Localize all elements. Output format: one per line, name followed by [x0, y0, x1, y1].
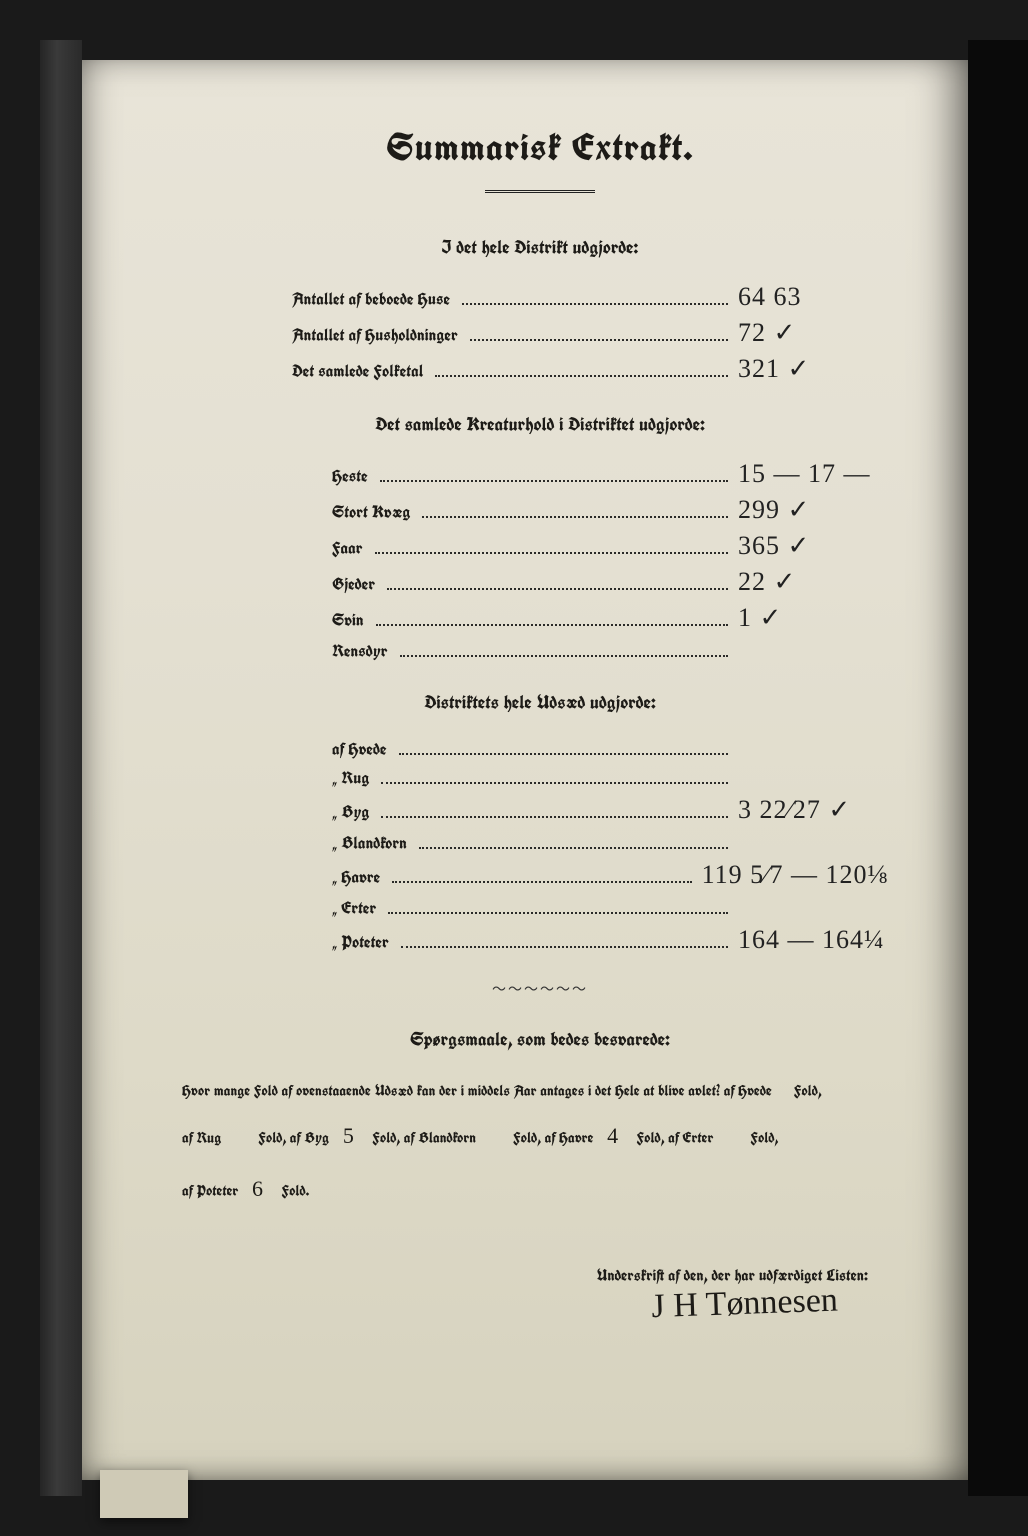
leader-dots [380, 480, 728, 482]
q-byg: Fold, af Byg [258, 1129, 329, 1148]
row-hvede: af Hvede [172, 737, 908, 760]
q-fold2: Fold, [750, 1129, 778, 1148]
value: 3 22⁄27 ✓ [738, 795, 908, 825]
leader-dots [387, 588, 728, 590]
row-heste: Heste 15 — 17 — [172, 459, 908, 489]
value: 365 ✓ [738, 531, 908, 561]
row-byg: „ Byg 3 22⁄27 ✓ [172, 795, 908, 825]
leader-dots [435, 375, 728, 377]
row-huse: Antallet af beboede Huse 64 63 [172, 282, 908, 312]
leader-dots [375, 552, 728, 554]
value: 164 — 164¼ [738, 925, 908, 955]
label: „ Rug [172, 766, 369, 789]
leader-dots [470, 339, 728, 341]
value: 119 5⁄7 — 120⅛ [702, 860, 908, 890]
q-bland: Fold, af Blandkorn [372, 1129, 476, 1148]
question-block: Hvor mange Fold af ovenstaaende Udsæd ka… [172, 1074, 908, 1216]
value: 15 — 17 — [738, 459, 908, 489]
value: 72 ✓ [738, 318, 908, 348]
fill-bland [480, 1123, 500, 1148]
row-folketal: Det samlede Folketal 321 ✓ [172, 354, 908, 384]
book-spine [40, 40, 82, 1496]
label: Stort Kvæg [172, 500, 410, 523]
signature: J H Tønnesen [172, 1279, 909, 1343]
right-margin [968, 40, 1028, 1496]
row-erter: „ Erter [172, 896, 908, 919]
row-gjeder: Gjeder 22 ✓ [172, 567, 908, 597]
label: Antallet af Husholdninger [172, 323, 458, 346]
fill-erter [717, 1123, 737, 1148]
label: „ Havre [172, 865, 380, 888]
divider-wavy: ～～～～～～ [172, 979, 908, 999]
fill-rug [225, 1123, 245, 1148]
label: Gjeder [172, 572, 375, 595]
fill-byg: 5 [333, 1123, 364, 1148]
q-poteter: af Poteter [182, 1182, 238, 1201]
title-rule [485, 190, 595, 193]
leader-dots [392, 881, 691, 883]
row-rug: „ Rug [172, 766, 908, 789]
label: Det samlede Folketal [172, 359, 423, 382]
page-title: Summarisk Extrakt. [172, 122, 908, 172]
scan-frame: Summarisk Extrakt. I det hele Distrikt u… [0, 0, 1028, 1536]
row-husholdninger: Antallet af Husholdninger 72 ✓ [172, 318, 908, 348]
leader-dots [422, 516, 728, 518]
row-svin: Svin 1 ✓ [172, 603, 908, 633]
label: „ Blandkorn [172, 831, 407, 854]
row-havre: „ Havre 119 5⁄7 — 120⅛ [172, 860, 908, 890]
section1-heading: I det hele Distrikt udgjorde: [172, 235, 908, 260]
q-pre: Hvor mange Fold af ovenstaaende Udsæd ka… [182, 1082, 772, 1101]
row-rensdyr: Rensdyr [172, 639, 908, 662]
leader-dots [419, 847, 728, 849]
value: 321 ✓ [738, 354, 908, 384]
leader-dots [381, 816, 728, 818]
row-poteter: „ Poteter 164 — 164¼ [172, 925, 908, 955]
q-rug: af Rug [182, 1129, 221, 1148]
q-fold3: Fold. [282, 1182, 310, 1201]
label: Heste [172, 464, 368, 487]
label: af Hvede [172, 737, 387, 760]
section3-heading: Distriktets hele Udsæd udgjorde: [172, 690, 908, 715]
value: 22 ✓ [738, 567, 908, 597]
fill-poteter: 6 [242, 1176, 273, 1201]
leader-dots [400, 655, 728, 657]
section4-heading: Spørgsmaale, som bedes besvarede: [172, 1027, 908, 1052]
row-blandkorn: „ Blandkorn [172, 831, 908, 854]
leader-dots [399, 753, 728, 755]
label: Faar [172, 536, 363, 559]
q-fold: Fold, [794, 1082, 822, 1101]
leader-dots [381, 782, 728, 784]
value: 1 ✓ [738, 603, 908, 633]
leader-dots [376, 624, 728, 626]
label: Svin [172, 608, 364, 631]
leader-dots [401, 946, 728, 948]
leader-dots [388, 912, 728, 914]
label: „ Erter [172, 896, 376, 919]
label: „ Byg [172, 800, 369, 823]
label: „ Poteter [172, 930, 389, 953]
fill-havre: 4 [597, 1123, 628, 1148]
value: 64 63 [738, 282, 908, 312]
q-erter: Fold, af Erter [637, 1129, 714, 1148]
leader-dots [462, 303, 728, 305]
section2-heading: Det samlede Kreaturhold i Distriktet udg… [172, 412, 908, 437]
label: Rensdyr [172, 639, 388, 662]
q-havre: Fold, af Havre [513, 1129, 593, 1148]
document-page: Summarisk Extrakt. I det hele Distrikt u… [82, 60, 968, 1480]
label: Antallet af beboede Huse [172, 287, 450, 310]
row-kvaeg: Stort Kvæg 299 ✓ [172, 495, 908, 525]
row-faar: Faar 365 ✓ [172, 531, 908, 561]
value: 299 ✓ [738, 495, 908, 525]
page-tab [100, 1470, 188, 1518]
